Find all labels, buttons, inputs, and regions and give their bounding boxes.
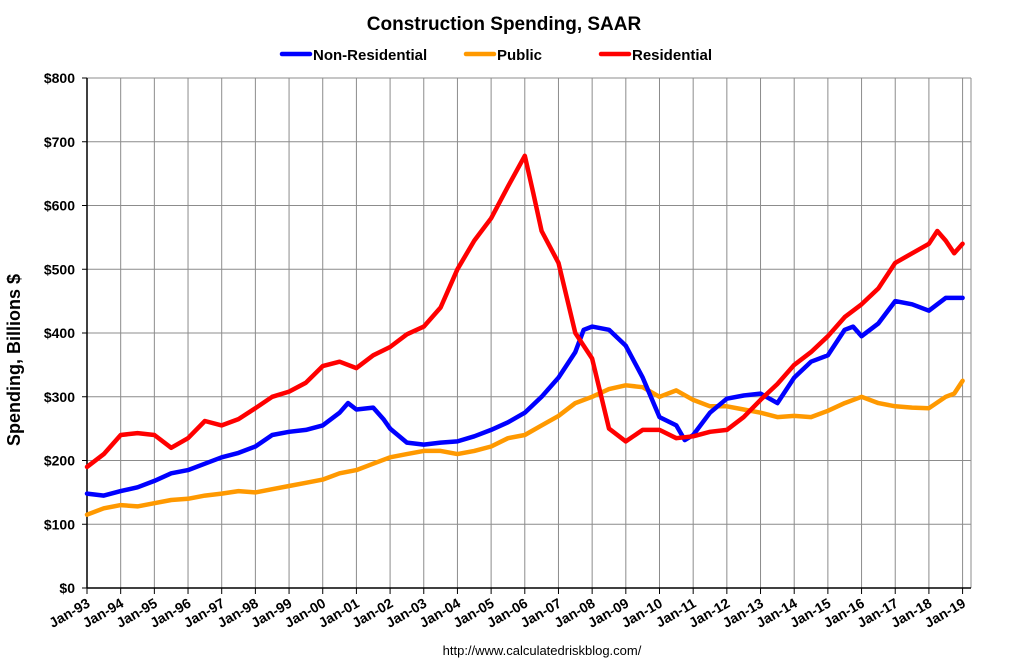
y-tick-label: $400 <box>44 325 75 341</box>
y-tick-label: $800 <box>44 70 75 86</box>
y-tick-label: $500 <box>44 261 75 277</box>
legend-label-public: Public <box>497 47 542 64</box>
chart-title: Construction Spending, SAAR <box>367 14 642 35</box>
y-axis-label: Spending, Billions $ <box>4 274 24 446</box>
y-tick-labels: $0 $100 $200 $300 $400 $500 $600 $700 $800 <box>44 70 75 596</box>
series-line-public <box>84 378 965 517</box>
legend-label-non-residential: Non-Residential <box>313 47 427 64</box>
y-tick-label: $700 <box>44 134 75 150</box>
y-tick-label: $0 <box>59 580 75 596</box>
y-tick-label: $600 <box>44 198 75 214</box>
axes <box>82 77 971 594</box>
y-tick-label: $100 <box>44 516 75 532</box>
legend: Non-Residential Public Residential <box>279 47 712 64</box>
y-tick-label: $300 <box>44 389 75 405</box>
series-line-non-residential <box>84 295 965 498</box>
x-tick-labels: Jan-93Jan-94Jan-95Jan-96Jan-97Jan-98Jan-… <box>46 595 968 631</box>
series-line-residential <box>84 153 965 470</box>
source-url: http://www.calculatedriskblog.com/ <box>443 643 642 658</box>
grid <box>87 77 972 588</box>
legend-label-residential: Residential <box>632 47 712 64</box>
series-lines <box>84 153 965 517</box>
y-tick-label: $200 <box>44 453 75 469</box>
